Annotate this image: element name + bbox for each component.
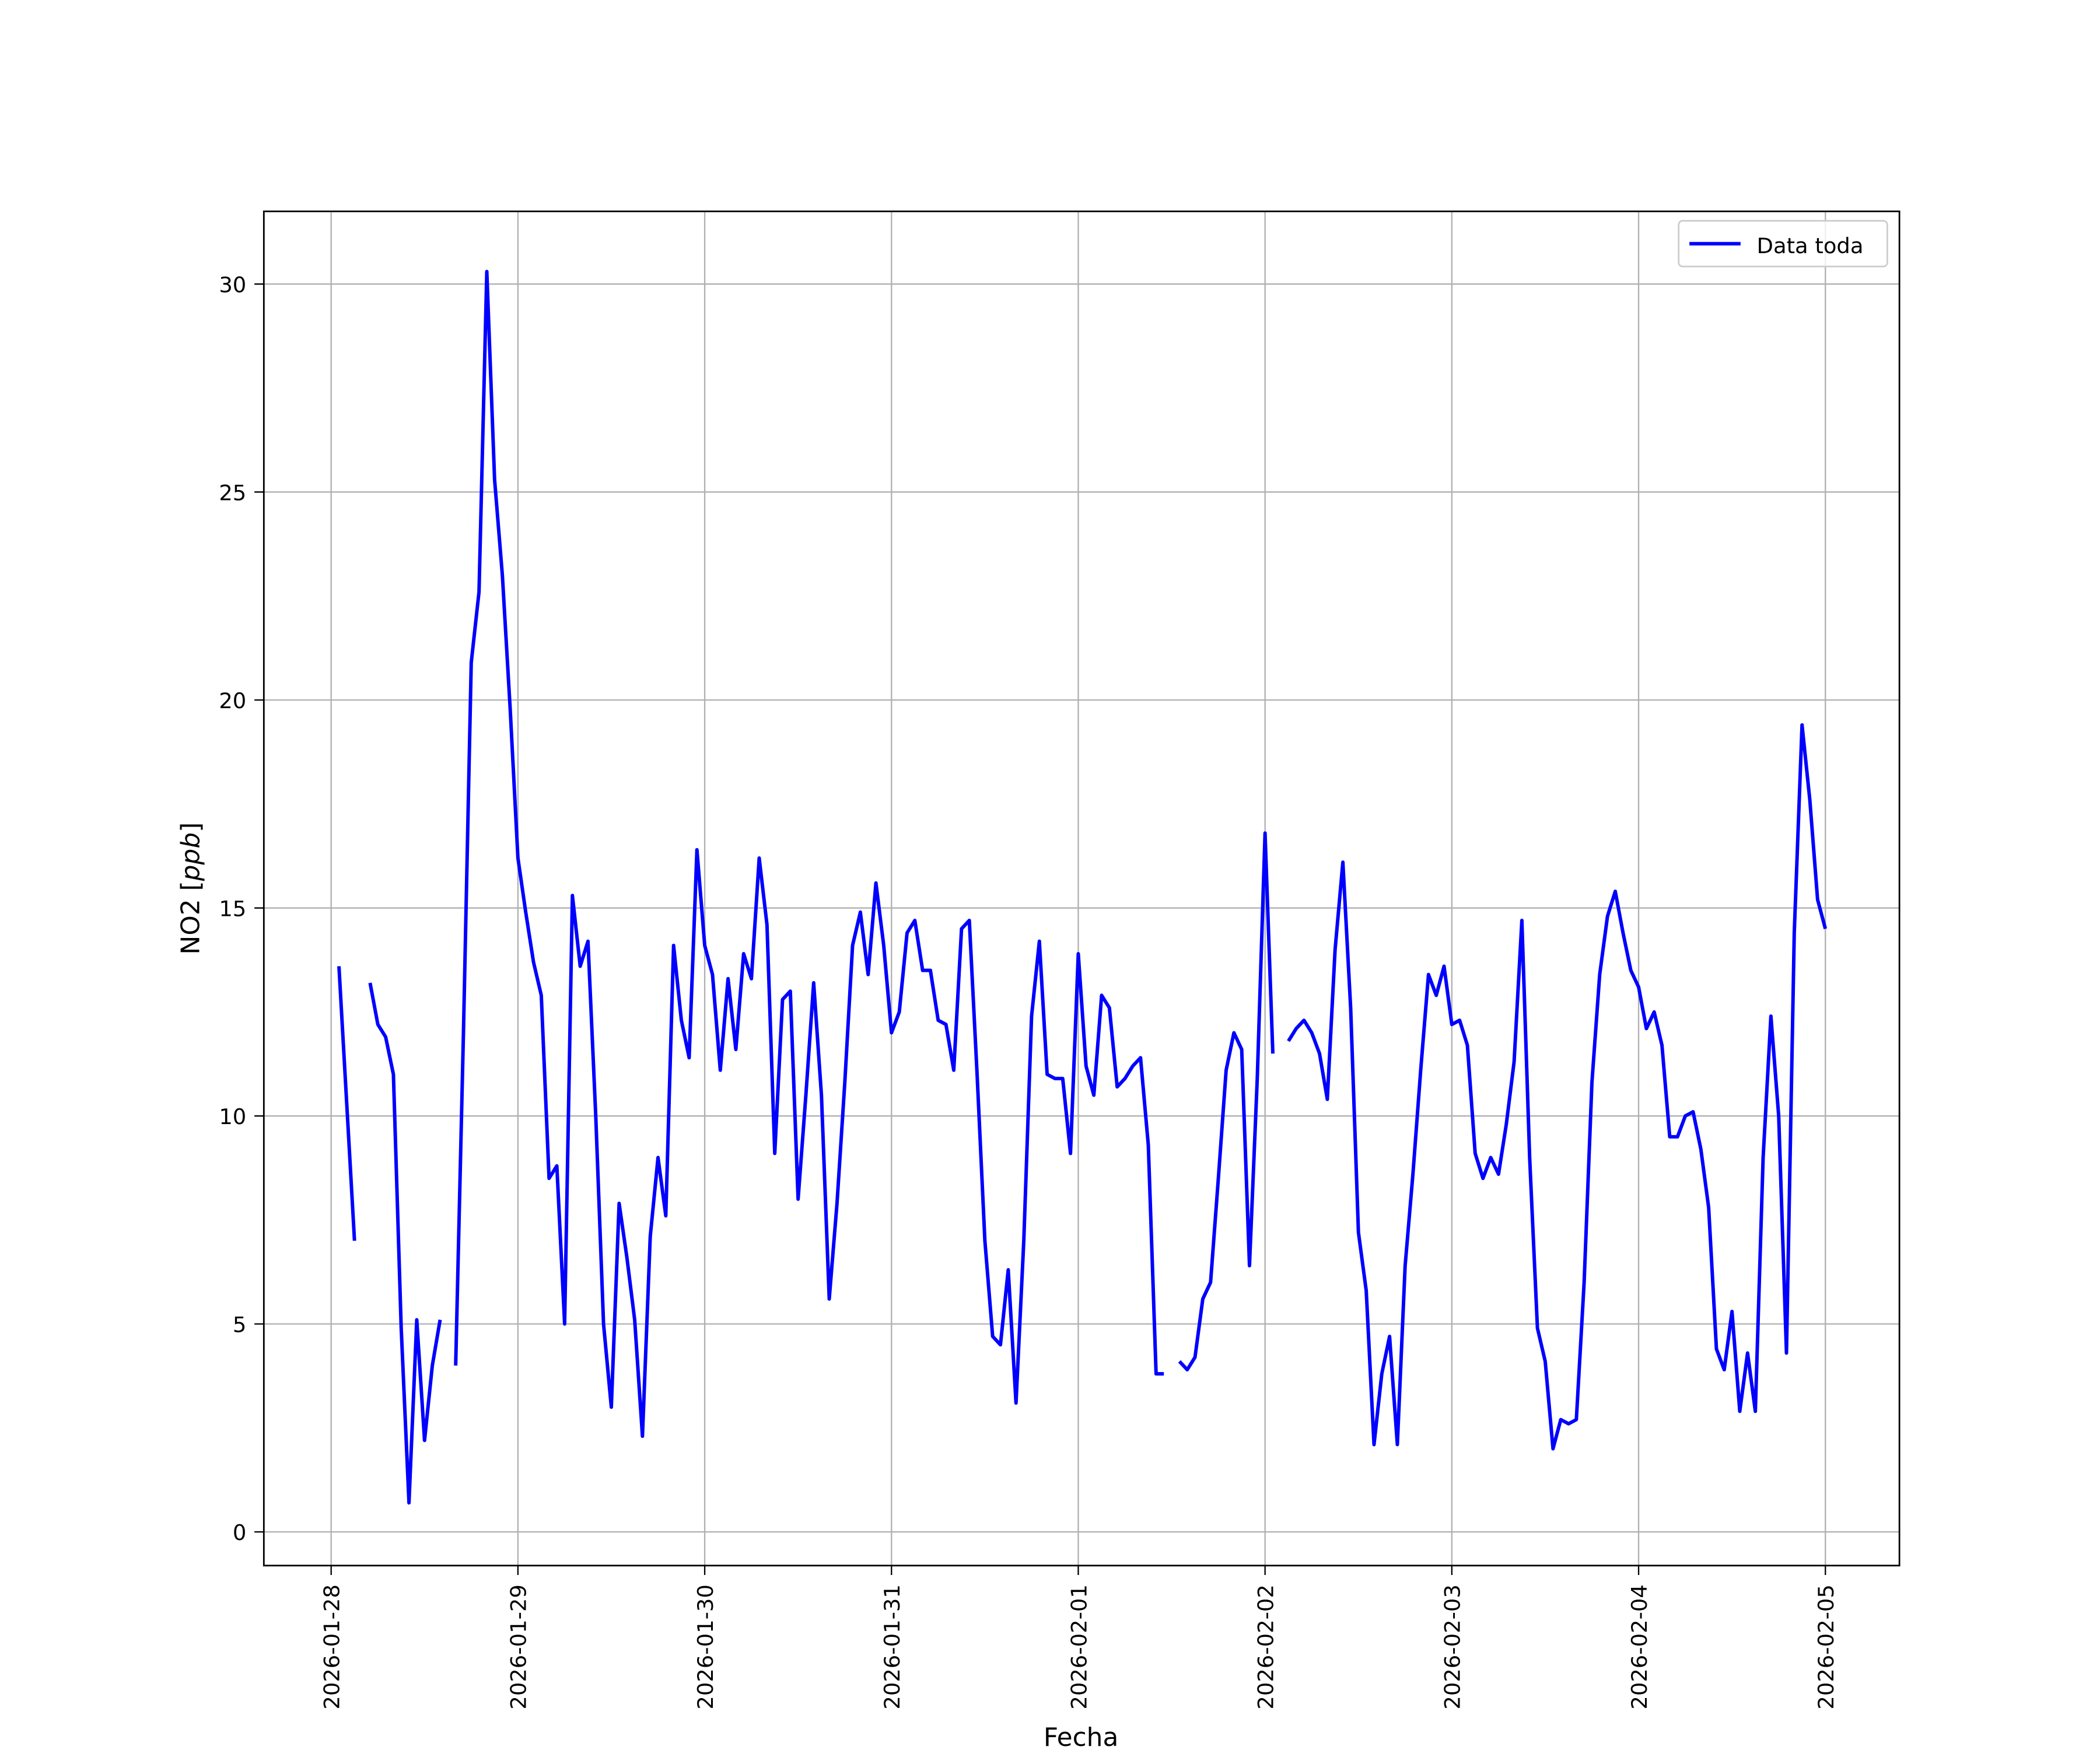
y-tick-label: 10 (219, 1104, 246, 1129)
x-tick-label: 2026-02-05 (1814, 1584, 1839, 1709)
y-tick-label: 20 (219, 688, 246, 713)
grid (264, 211, 1900, 1566)
y-tick-label: 5 (233, 1312, 246, 1337)
x-axis-label: Fecha (1044, 1723, 1119, 1750)
y-axis-label: NO2 [ppb] (176, 822, 206, 955)
y-axis-label-unit: ppb (176, 832, 206, 881)
y-axis: 0 5 10 15 20 25 30 (219, 272, 264, 1545)
legend-label: Data toda (1757, 233, 1864, 258)
x-tick-label: 2026-01-28 (320, 1584, 345, 1709)
plot-area (337, 270, 1828, 1505)
series-line-segment (454, 270, 1164, 1438)
legend-box (1678, 220, 1888, 268)
y-tick-label: 15 (219, 896, 246, 921)
legend: Data toda (1678, 220, 1888, 268)
series-line-segment (1178, 831, 1275, 1372)
axes-frame (262, 210, 1901, 1567)
x-tick-label: 2026-02-03 (1440, 1584, 1465, 1709)
series-line-segment (368, 982, 442, 1505)
series-line-segment (1287, 723, 1828, 1451)
x-tick-label: 2026-02-04 (1627, 1584, 1652, 1709)
x-tick-label: 2026-02-01 (1066, 1584, 1091, 1709)
y-axis-label-main: NO2 [ (176, 881, 206, 954)
x-tick-label: 2026-01-29 (506, 1584, 531, 1709)
series-line-segment (337, 966, 356, 1241)
y-axis-label-close: ] (176, 822, 206, 832)
y-tick-label: 30 (219, 272, 246, 298)
x-tick-label: 2026-02-02 (1254, 1584, 1279, 1709)
x-tick-label: 2026-01-31 (880, 1584, 905, 1709)
y-tick-label: 0 (233, 1520, 246, 1545)
x-axis: 2026-01-28 2026-01-29 2026-01-30 2026-01-31… (320, 1565, 1839, 1710)
y-tick-label: 25 (219, 480, 246, 505)
x-tick-label: 2026-01-30 (693, 1584, 718, 1709)
